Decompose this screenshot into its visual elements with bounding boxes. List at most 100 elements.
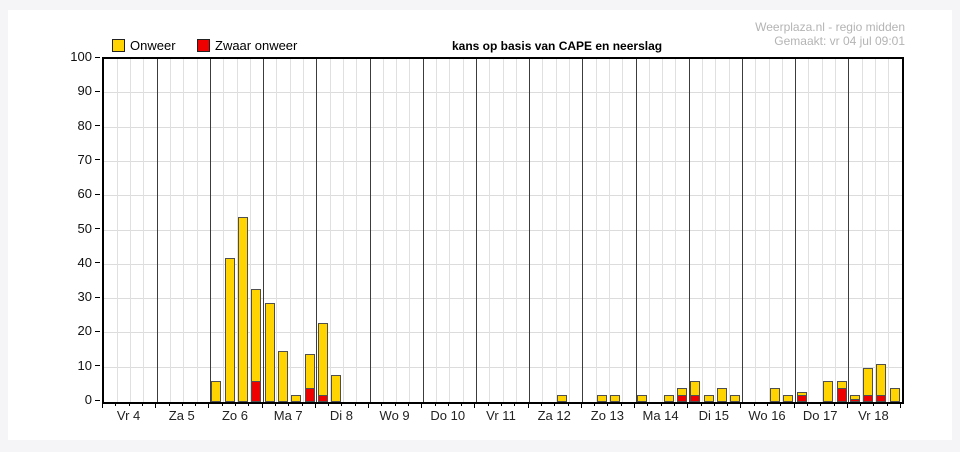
- x-tick-mark: [474, 402, 476, 408]
- day-boundary-line: [422, 59, 424, 402]
- day-boundary-line: [582, 59, 584, 402]
- x-axis-day-label: Za 5: [168, 408, 195, 423]
- bar-segment-zwaar-onweer: [676, 395, 687, 402]
- watermark-generated: Gemaakt: vr 04 jul 09:01: [774, 34, 905, 48]
- day-boundary-line: [156, 59, 158, 402]
- slot-gridline: [130, 59, 132, 402]
- x-tick-mark: [780, 402, 782, 406]
- slot-gridline: [781, 59, 783, 402]
- slot-gridline: [223, 59, 225, 402]
- y-tick-mark: [95, 90, 100, 92]
- x-tick-mark: [102, 402, 103, 408]
- slot-gridline: [489, 59, 491, 402]
- bar: [730, 395, 741, 402]
- bar: [676, 388, 687, 402]
- slot-gridline: [861, 59, 863, 402]
- bar: [317, 323, 328, 402]
- x-tick-mark: [168, 402, 170, 406]
- bar: [783, 395, 794, 402]
- y-axis-label: 50: [77, 220, 92, 236]
- x-tick-mark: [301, 402, 303, 406]
- slot-gridline: [821, 59, 823, 402]
- x-tick-mark: [567, 402, 569, 406]
- watermark: Weerplaza.nl - regio midden Gemaakt: vr …: [755, 20, 905, 48]
- x-tick-mark: [687, 402, 689, 408]
- day-boundary-line: [209, 59, 211, 402]
- x-axis-day-label: Vr 4: [116, 408, 141, 423]
- slot-gridline: [342, 59, 344, 402]
- slot-gridline: [170, 59, 171, 402]
- x-tick-mark: [434, 402, 436, 406]
- y-axis-label: 30: [77, 289, 92, 305]
- slot-gridline: [289, 59, 291, 402]
- y-tick-mark: [95, 330, 100, 332]
- slot-gridline: [329, 59, 331, 402]
- y-axis-label: 10: [77, 357, 92, 373]
- bar: [770, 388, 780, 402]
- slot-gridline: [622, 59, 624, 402]
- x-tick-mark: [421, 402, 423, 408]
- x-axis-day-label: Do 17: [802, 408, 838, 423]
- slot-gridline: [888, 59, 890, 402]
- slot-gridline: [555, 59, 557, 402]
- bar-segment-onweer: [264, 302, 275, 402]
- bar-segment-zwaar-onweer: [304, 388, 315, 402]
- x-axis-day-label: Wo 9: [379, 408, 410, 423]
- bar-segment-onweer: [557, 395, 568, 402]
- y-tick-mark: [95, 228, 100, 229]
- bar: [690, 381, 701, 402]
- bar-segment-zwaar-onweer: [317, 395, 328, 402]
- slot-gridline: [276, 59, 278, 402]
- slot-gridline: [542, 59, 544, 402]
- x-tick-mark: [115, 402, 117, 406]
- onweer-swatch-icon: [112, 38, 125, 52]
- x-tick-mark: [647, 402, 649, 406]
- x-tick-mark: [767, 402, 768, 406]
- x-axis-day-label: Vr 18: [858, 408, 889, 423]
- slot-gridline: [196, 59, 198, 402]
- bar: [889, 388, 900, 402]
- bar: [716, 388, 727, 402]
- slot-gridline: [436, 59, 437, 402]
- bar-segment-zwaar-onweer: [849, 398, 860, 402]
- x-tick-mark: [447, 402, 449, 406]
- slot-gridline: [303, 59, 304, 402]
- slot-gridline: [462, 59, 464, 402]
- slot-gridline: [183, 59, 185, 402]
- slot-gridline: [116, 59, 118, 402]
- bar: [823, 381, 834, 402]
- x-tick-mark: [368, 402, 369, 408]
- slot-gridline: [409, 59, 411, 402]
- y-tick-mark: [95, 296, 100, 298]
- x-tick-mark: [727, 402, 729, 406]
- x-tick-mark: [846, 402, 848, 408]
- day-boundary-line: [529, 59, 531, 402]
- x-tick-mark: [660, 402, 662, 406]
- slot-gridline: [715, 59, 717, 402]
- slot-gridline: [382, 59, 384, 402]
- x-tick-mark: [673, 402, 675, 406]
- x-tick-mark: [514, 402, 516, 406]
- x-tick-mark: [806, 402, 808, 406]
- x-tick-mark: [740, 402, 742, 408]
- x-tick-mark: [394, 402, 396, 406]
- slot-gridline: [702, 59, 703, 402]
- x-tick-mark: [713, 402, 715, 406]
- day-boundary-line: [263, 59, 265, 402]
- x-tick-mark: [221, 402, 223, 406]
- bar-segment-zwaar-onweer: [836, 388, 847, 402]
- bar: [264, 302, 275, 402]
- bar-segment-onweer: [211, 381, 222, 402]
- bar: [663, 395, 674, 402]
- bar-segment-onweer: [783, 395, 794, 402]
- bar-segment-onweer: [889, 388, 900, 402]
- y-axis-label: 80: [77, 117, 92, 133]
- y-axis-label: 40: [77, 254, 92, 270]
- bar: [597, 395, 608, 402]
- x-tick-mark: [753, 402, 755, 406]
- x-axis-day-label: Do 10: [430, 408, 466, 423]
- slot-gridline: [449, 59, 451, 402]
- bar: [211, 381, 222, 402]
- slot-gridline: [728, 59, 730, 402]
